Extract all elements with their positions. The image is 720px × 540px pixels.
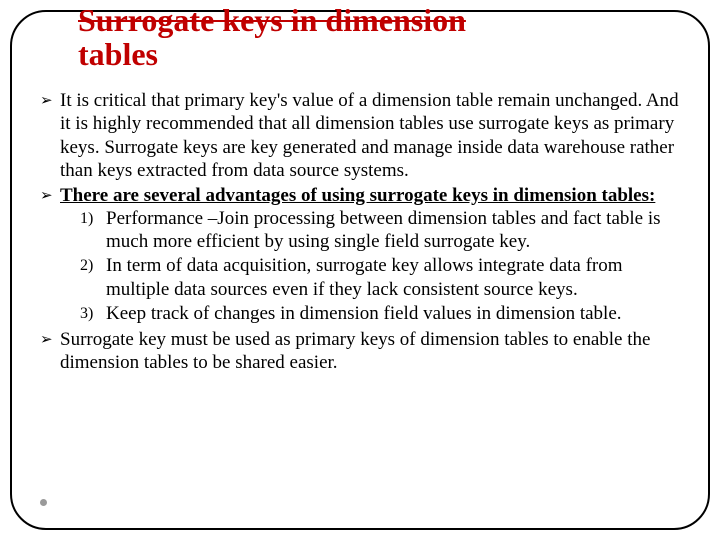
numbered-item: 1) Performance –Join processing between … bbox=[80, 207, 680, 253]
bullet-arrow-icon: ➢ bbox=[40, 184, 60, 326]
bullet-item: ➢ Surrogate key must be used as primary … bbox=[40, 328, 680, 374]
numbered-text: Performance –Join processing between dim… bbox=[106, 207, 680, 253]
number-marker: 1) bbox=[80, 207, 106, 253]
bullet-arrow-icon: ➢ bbox=[40, 328, 60, 374]
bullet-text: Surrogate key must be used as primary ke… bbox=[60, 328, 680, 374]
bullet-text: There are several advantages of using su… bbox=[60, 184, 680, 326]
slide-title: Surrogate keys in dimension tables bbox=[78, 4, 680, 71]
numbered-text: Keep track of changes in dimension field… bbox=[106, 302, 680, 325]
bullet-item: ➢ It is critical that primary key's valu… bbox=[40, 89, 680, 182]
numbered-item: 2) In term of data acquisition, surrogat… bbox=[80, 254, 680, 300]
slide-content: ➢ It is critical that primary key's valu… bbox=[40, 89, 680, 374]
number-marker: 3) bbox=[80, 302, 106, 325]
bullet-text: It is critical that primary key's value … bbox=[60, 89, 680, 182]
decorative-dot-icon bbox=[40, 499, 47, 506]
numbered-text: In term of data acquisition, surrogate k… bbox=[106, 254, 680, 300]
numbered-item: 3) Keep track of changes in dimension fi… bbox=[80, 302, 680, 325]
title-line2: tables bbox=[78, 36, 158, 72]
number-marker: 2) bbox=[80, 254, 106, 300]
bullet-item: ➢ There are several advantages of using … bbox=[40, 184, 680, 326]
numbered-list: 1) Performance –Join processing between … bbox=[80, 207, 680, 325]
bullet-arrow-icon: ➢ bbox=[40, 89, 60, 182]
slide-frame: Surrogate keys in dimension tables ➢ It … bbox=[10, 10, 710, 530]
bullet-subheader: There are several advantages of using su… bbox=[60, 185, 655, 206]
title-line1: Surrogate keys in dimension bbox=[78, 2, 466, 38]
